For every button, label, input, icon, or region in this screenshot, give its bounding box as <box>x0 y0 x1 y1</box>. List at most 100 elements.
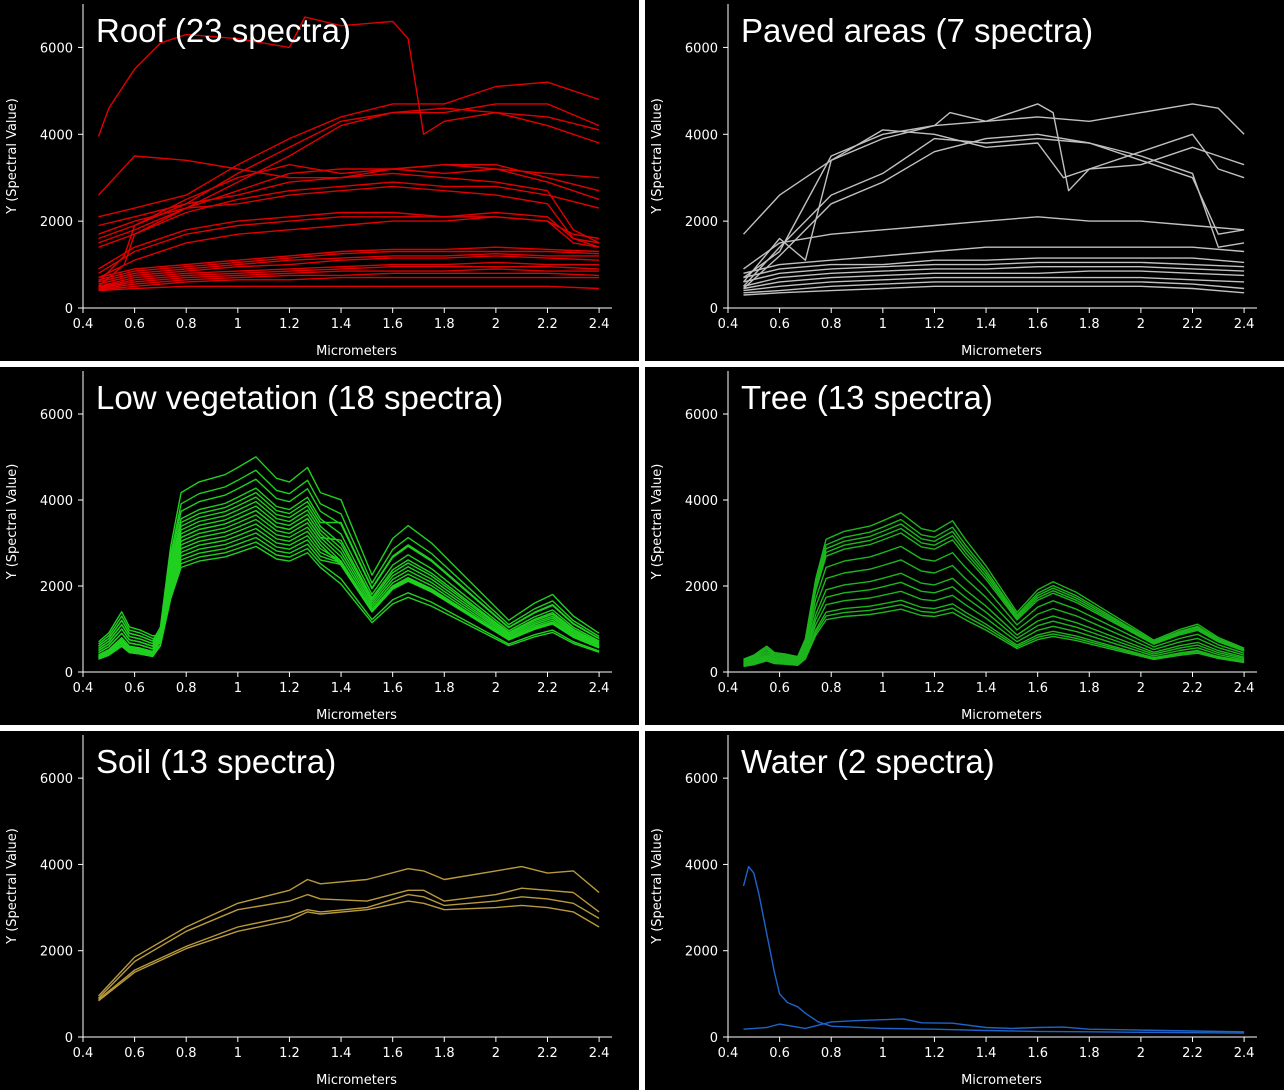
y-axis-title: Y (Spectral Value) <box>5 464 20 581</box>
x-tick-label: 1 <box>234 1046 242 1061</box>
x-tick-label: 1.4 <box>976 317 997 332</box>
spectrum-line <box>98 250 600 281</box>
series-group <box>742 865 1245 1034</box>
y-tick-label: 2000 <box>40 215 73 230</box>
x-tick-label: 2.4 <box>589 1046 610 1061</box>
chart-panel-soil: 0.4 0.6 0.8 1 1.2 1.4 1.6 1.8 2 2.2 2.4 0 2000 4000 60… <box>0 731 639 1090</box>
x-tick-label: 2.2 <box>1182 681 1203 696</box>
x-tick-label: 0.6 <box>124 681 145 696</box>
x-axis-title: Micrometers <box>961 344 1042 359</box>
x-tick-label: 1.2 <box>279 1046 300 1061</box>
x-tick-label: 0.4 <box>73 681 94 696</box>
y-tick-label: 2000 <box>685 945 718 960</box>
x-tick-label: 1.2 <box>279 681 300 696</box>
spectrum-line <box>743 276 1245 292</box>
x-tick-label: 2.4 <box>1234 317 1255 332</box>
spectrum-line <box>98 276 600 291</box>
x-tick-label: 0.8 <box>821 317 842 332</box>
spectrum-line <box>742 865 1245 1034</box>
chart-title: Soil (13 spectra) <box>96 743 337 780</box>
y-axis-title: Y (Spectral Value) <box>650 464 665 581</box>
x-tick-label: 0.8 <box>176 317 197 332</box>
y-tick-label: 0 <box>710 666 718 681</box>
x-tick-label: 1.2 <box>924 681 945 696</box>
chart-plot: 0.4 0.6 0.8 1 1.2 1.4 1.6 1.8 2 2.2 2.4 0 2000 4000 60… <box>650 4 1257 359</box>
spectrum-line <box>98 536 600 649</box>
axes <box>78 4 612 313</box>
spectrum-line <box>98 545 600 660</box>
series-group <box>97 16 600 292</box>
x-tick-label: 0.8 <box>821 681 842 696</box>
y-tick-label: 6000 <box>40 408 73 423</box>
x-tick-label: 0.8 <box>176 681 197 696</box>
x-tick-label: 0.4 <box>718 1046 739 1061</box>
chart-title: Paved areas (7 spectra) <box>741 12 1094 49</box>
y-tick-label: 4000 <box>685 494 718 509</box>
x-tick-label: 2.4 <box>1234 1046 1255 1061</box>
x-tick-label: 1.2 <box>924 317 945 332</box>
spectrum-line <box>98 164 600 244</box>
y-tick-label: 0 <box>65 302 73 317</box>
x-tick-label: 1 <box>234 317 242 332</box>
series-group <box>742 103 1245 296</box>
spectrum-line <box>98 172 600 283</box>
y-tick-label: 6000 <box>40 772 73 787</box>
x-axis-title: Micrometers <box>316 1073 397 1088</box>
spectrum-line <box>743 133 1245 290</box>
y-tick-label: 4000 <box>40 128 73 143</box>
spectrum-line <box>743 246 1245 274</box>
y-tick-label: 6000 <box>685 408 718 423</box>
series-group <box>97 865 600 1002</box>
x-axis-title: Micrometers <box>961 708 1042 723</box>
chart-title: Low vegetation (18 spectra) <box>96 379 504 416</box>
axes <box>78 371 612 677</box>
spectrum-line <box>98 181 600 248</box>
spectrum-line <box>98 541 600 658</box>
y-tick-label: 2000 <box>40 945 73 960</box>
spectrum-line <box>743 270 1245 290</box>
spectrum-line <box>98 185 600 287</box>
x-tick-label: 2.4 <box>589 681 610 696</box>
spectrum-line <box>743 257 1245 279</box>
spectrum-line <box>98 285 600 292</box>
spectrum-line <box>98 266 600 288</box>
spectrum-line <box>98 103 600 227</box>
y-tick-label: 6000 <box>685 772 718 787</box>
x-tick-label: 1.4 <box>976 681 997 696</box>
x-tick-label: 2.4 <box>589 317 610 332</box>
x-tick-label: 2.2 <box>537 681 558 696</box>
axes <box>723 4 1257 313</box>
y-axis-title: Y (Spectral Value) <box>5 98 20 215</box>
x-tick-label: 1.4 <box>331 681 352 696</box>
x-tick-label: 1 <box>234 681 242 696</box>
spectrum-line <box>743 523 1245 662</box>
x-tick-label: 1.8 <box>1079 1046 1100 1061</box>
x-tick-label: 1.2 <box>924 1046 945 1061</box>
series-group <box>98 456 600 660</box>
chart-panel-low-vegetation: 0.4 0.6 0.8 1 1.2 1.4 1.6 1.8 2 2.2 2.4 0 2000 4000 60… <box>0 367 639 725</box>
x-tick-label: 2.4 <box>1234 681 1255 696</box>
spectrum-line <box>98 272 600 290</box>
spectrum-line <box>742 129 1245 283</box>
x-tick-label: 2 <box>492 1046 500 1061</box>
spectrum-line <box>98 491 600 643</box>
x-axis-title: Micrometers <box>316 344 397 359</box>
spectrum-line <box>98 509 600 645</box>
x-tick-label: 0.4 <box>718 681 739 696</box>
spectrum-line <box>743 1018 1245 1033</box>
spectrum-line <box>98 268 600 289</box>
chart-plot: 0.4 0.6 0.8 1 1.2 1.4 1.6 1.8 2 2.2 2.4 0 2000 4000 60… <box>5 371 612 723</box>
spectrum-line <box>98 887 600 999</box>
y-tick-label: 2000 <box>685 580 718 595</box>
x-axis-title: Micrometers <box>316 708 397 723</box>
x-tick-label: 0.4 <box>73 317 94 332</box>
spectrum-line <box>743 518 1245 661</box>
spectrum-line <box>98 107 600 235</box>
spectrum-line <box>743 266 1245 287</box>
spectrum-line <box>98 900 600 1002</box>
spectrum-line <box>98 253 600 283</box>
chart-title: Water (2 spectra) <box>741 743 995 780</box>
spectrum-line <box>98 255 600 285</box>
x-tick-label: 0.4 <box>73 1046 94 1061</box>
axes <box>723 371 1257 677</box>
